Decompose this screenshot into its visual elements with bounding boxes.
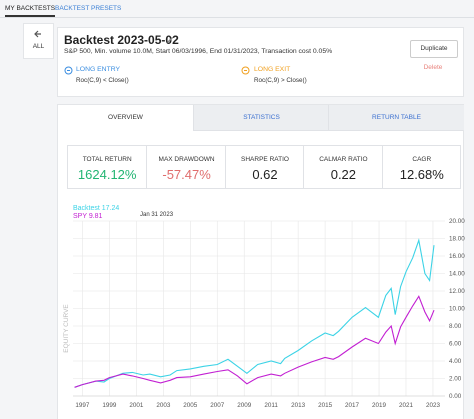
view-tab[interactable]: OVERVIEW <box>58 105 193 130</box>
x-tick-label: 2005 <box>183 402 198 409</box>
view-tab-label: OVERVIEW <box>108 114 143 121</box>
back-arrow <box>34 30 41 38</box>
y-tick-label: 16.00 <box>449 253 465 260</box>
metric: SHARPE RATIO 0.62 <box>224 146 304 188</box>
metric-value: 0.22 <box>330 167 357 182</box>
entry-rule: Roc(C,9) < Close() <box>76 77 129 84</box>
view-tab-label: RETURN TABLE <box>372 114 421 121</box>
metric-value: 12.68% <box>399 167 444 182</box>
x-tick-label: 2013 <box>291 402 306 409</box>
y-tick-label: 0.00 <box>449 393 462 400</box>
backtest-description: S&P 500, Min. volume 10.0M, Start 06/03/… <box>64 48 333 55</box>
y-tick-label: 12.00 <box>449 288 465 295</box>
series-line <box>74 295 435 388</box>
tab-border <box>193 130 463 131</box>
tab[interactable]: MY BACKTESTS <box>5 5 56 17</box>
metric: MAX DRAWDOWN -57.47% <box>146 146 225 188</box>
entry-icon <box>64 66 73 75</box>
entry-label: LONG ENTRY <box>76 66 121 73</box>
view-tab[interactable]: RETURN TABLE <box>328 105 464 130</box>
metric: CALMAR RATIO 0.22 <box>303 146 382 188</box>
metrics-row: TOTAL RETURN 1624.12% MAX DRAWDOWN -57.47% S… <box>67 145 461 189</box>
metric-label: SHARPE RATIO <box>241 156 289 163</box>
tab[interactable]: BACKTEST PRESETS <box>55 5 122 12</box>
x-tick-label: 1997 <box>75 402 90 409</box>
y-tick-label: 2.00 <box>449 376 462 383</box>
x-tick-label: 2017 <box>345 402 360 409</box>
metric-label: MAX DRAWDOWN <box>158 156 215 163</box>
tab-divider <box>0 17 474 18</box>
back-label: ALL <box>32 43 45 50</box>
x-tick-label: 2007 <box>210 402 225 409</box>
view-tab-label: STATISTICS <box>243 114 280 121</box>
edit-icon[interactable] <box>166 36 174 44</box>
x-tick-label: 2009 <box>237 402 252 409</box>
delete-button[interactable]: Delete <box>423 64 443 71</box>
x-tick-label: 2001 <box>129 402 144 409</box>
y-tick-label: 6.00 <box>449 341 462 348</box>
x-tick-label: 2023 <box>426 402 441 409</box>
exit-rule: Roc(C,9) > Close() <box>254 77 307 84</box>
backtest-card: Backtest 2023-05-02 S&P 500, Min. volume… <box>57 27 464 97</box>
metric-value: 0.62 <box>252 167 278 182</box>
x-tick-label: 2011 <box>264 402 278 409</box>
y-tick-label: 8.00 <box>449 323 462 330</box>
duplicate-button[interactable]: Duplicate <box>410 40 458 58</box>
y-tick-label: 14.00 <box>449 271 465 278</box>
hover-label: Jan 31 2023 <box>140 212 174 218</box>
metric-value: 1624.12% <box>77 167 137 182</box>
exit-icon <box>241 66 250 75</box>
metric: CAGR 12.68% <box>381 146 461 188</box>
y-tick-label: 10.00 <box>449 306 465 313</box>
y-tick-label: 18.00 <box>449 236 465 243</box>
view-tab[interactable]: STATISTICS <box>193 105 329 130</box>
legend-entry: Backtest 17.24 <box>73 205 119 212</box>
results-card: OVERVIEW STATISTICS RETURN TABLE TOTAL R… <box>57 104 464 419</box>
y-tick-label: 4.00 <box>449 358 462 365</box>
metric: TOTAL RETURN 1624.12% <box>68 146 146 188</box>
metric-value: -57.47% <box>162 167 211 182</box>
metric-label: TOTAL RETURN <box>82 156 132 163</box>
x-tick-label: 2015 <box>318 402 333 409</box>
legend-entry: SPY 9.81 <box>73 213 103 220</box>
metric-label: CAGR <box>412 156 432 163</box>
x-tick-label: 2021 <box>399 402 414 409</box>
series-line <box>74 238 435 388</box>
x-tick-label: 2019 <box>372 402 387 409</box>
back-button[interactable]: ALL <box>23 23 54 59</box>
y-tick-label: 20.00 <box>449 218 465 225</box>
backtest-title: Backtest 2023-05-02 <box>64 33 179 47</box>
metric-label: CALMAR RATIO <box>319 156 368 163</box>
x-tick-label: 2003 <box>156 402 171 409</box>
x-tick-label: 1999 <box>102 402 117 409</box>
y-axis-label: EQUITY CURVE <box>63 304 70 353</box>
exit-label: LONG EXIT <box>254 66 291 73</box>
